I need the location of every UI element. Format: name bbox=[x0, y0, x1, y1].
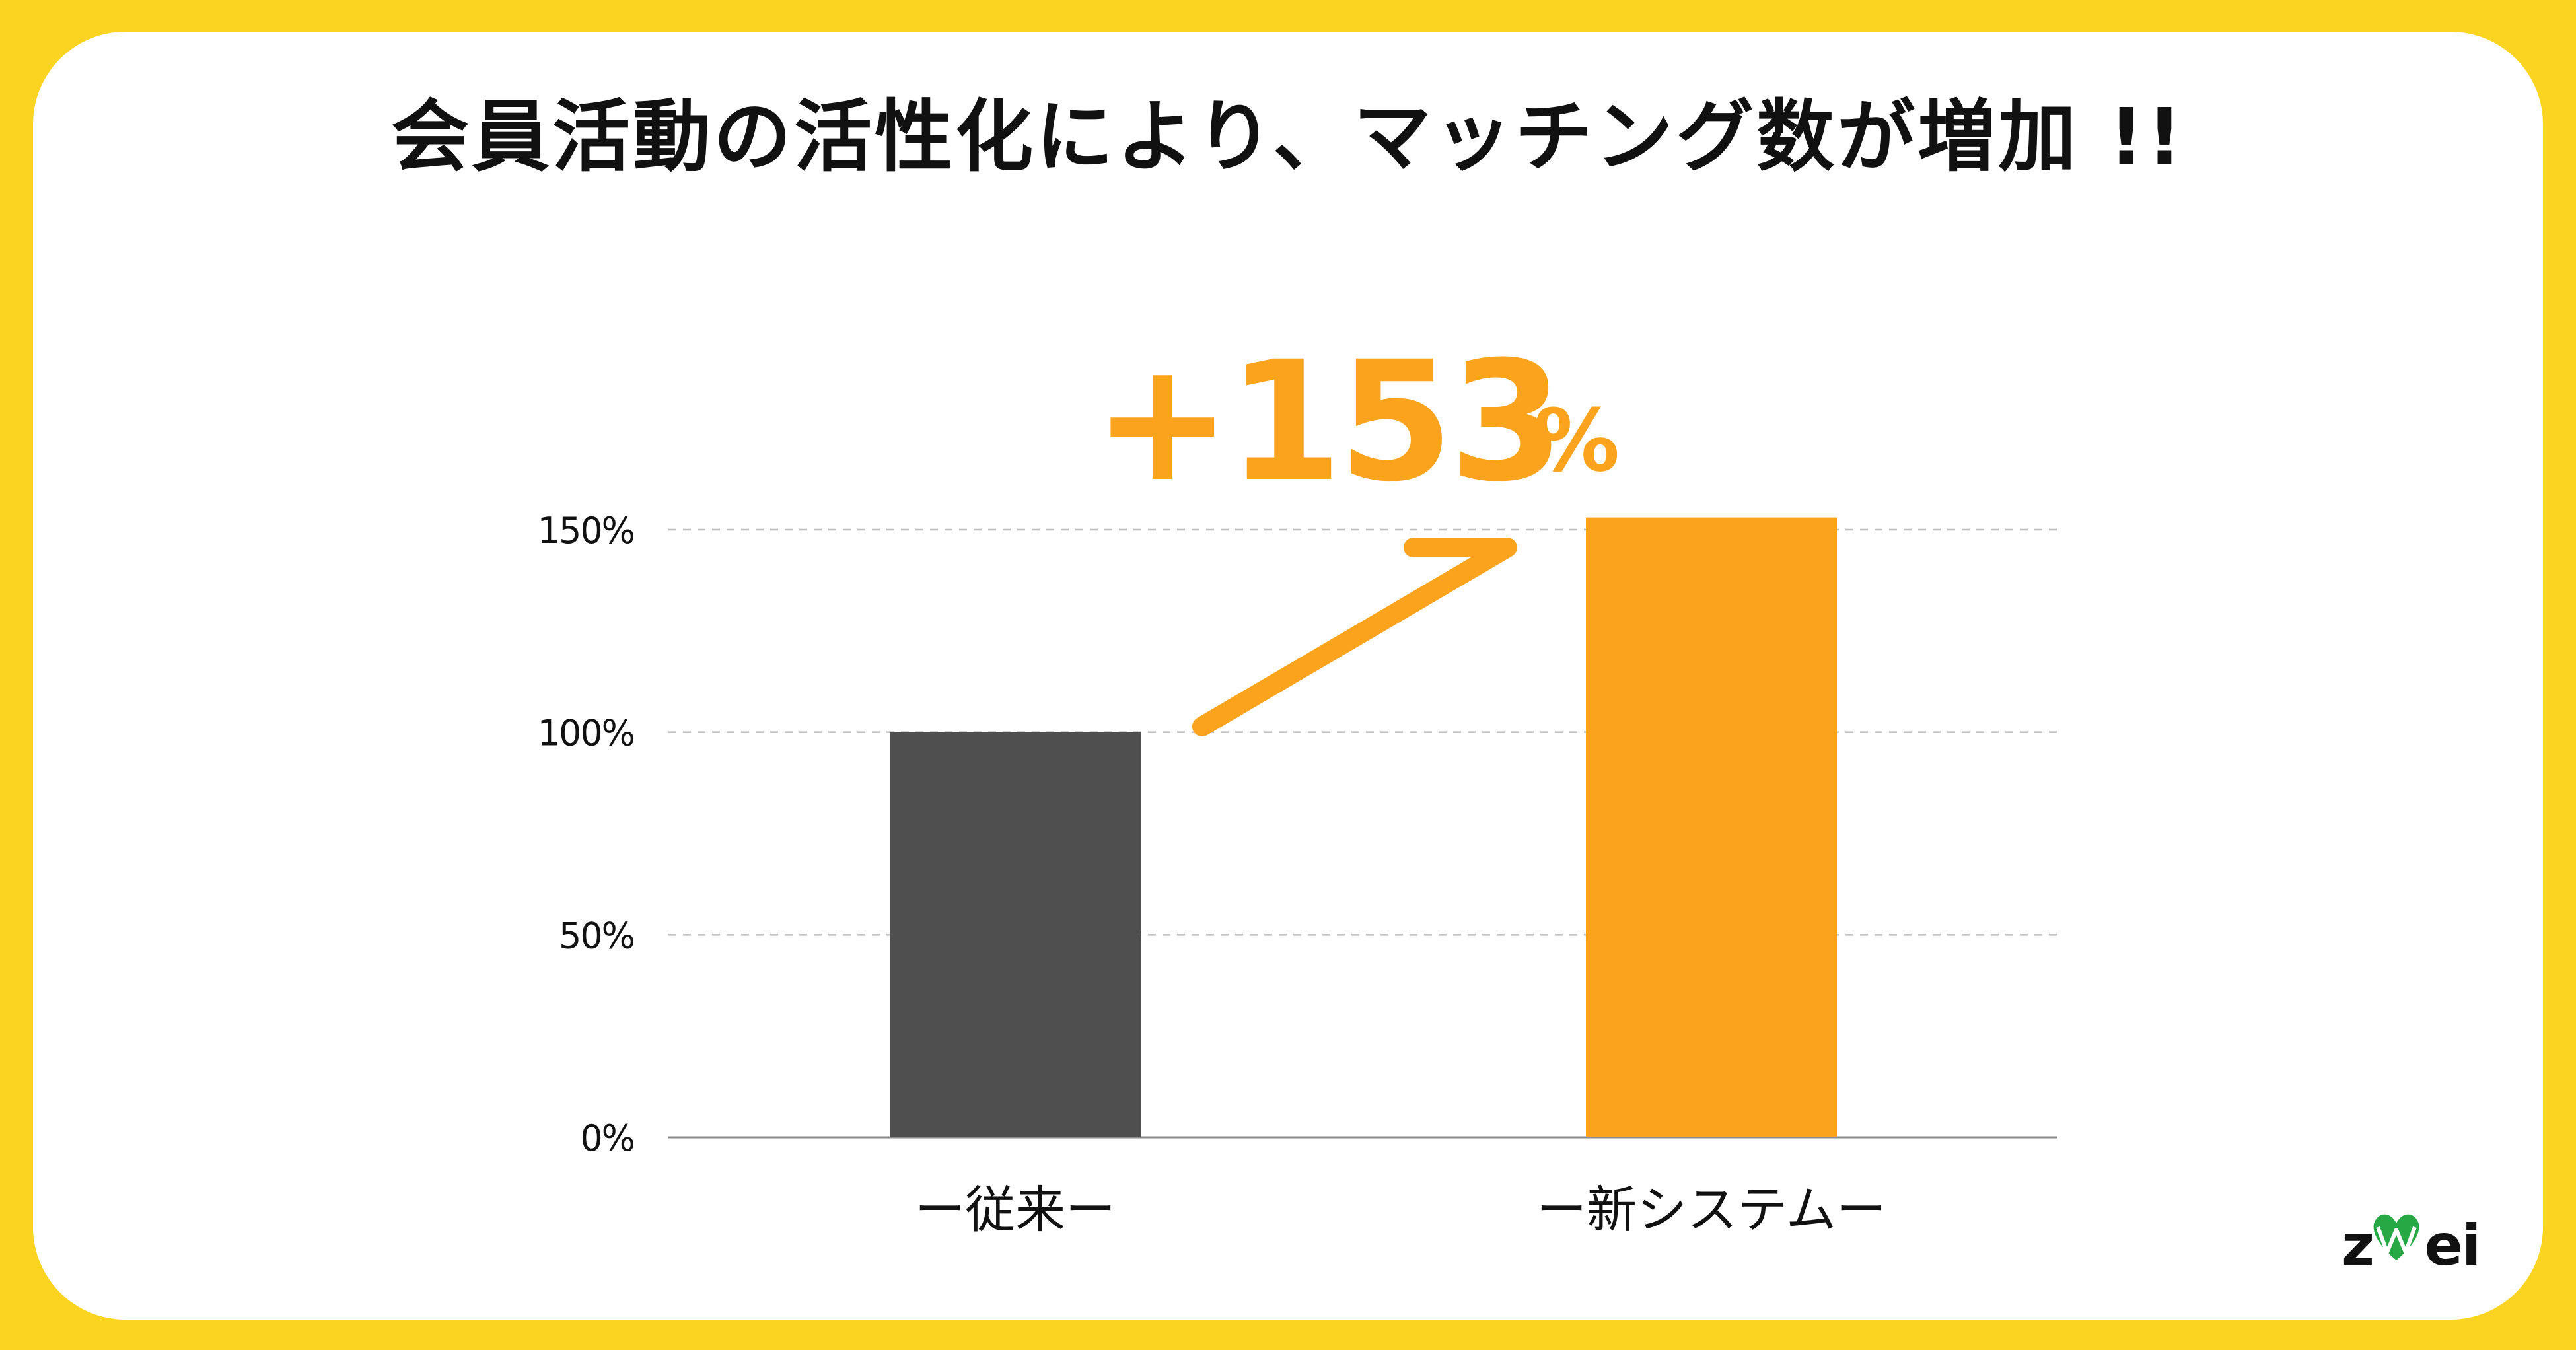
bar bbox=[890, 732, 1141, 1137]
zwei-logo: zwei bbox=[2342, 1213, 2481, 1279]
x-category-label: ー新システムー bbox=[1536, 1180, 1886, 1239]
bar bbox=[1586, 517, 1837, 1137]
y-tick-label: 50% bbox=[559, 915, 634, 956]
x-axis: ー従来ー ー新システムー bbox=[915, 1180, 1886, 1239]
bars bbox=[890, 517, 1837, 1137]
growth-annotation-value: +153 bbox=[1093, 326, 1560, 518]
y-tick-label: 0% bbox=[580, 1118, 634, 1159]
growth-annotation-unit: % bbox=[1534, 390, 1620, 491]
y-axis: 0% 50% 100% 150% bbox=[538, 510, 635, 1159]
y-tick-label: 150% bbox=[538, 510, 634, 551]
growth-arrow-icon bbox=[1192, 538, 1517, 736]
page-title: 会員活動の活性化により、マッチング数が増加 !! bbox=[391, 91, 2185, 182]
x-category-label: ー従来ー bbox=[915, 1180, 1116, 1239]
y-tick-label: 100% bbox=[538, 713, 634, 754]
